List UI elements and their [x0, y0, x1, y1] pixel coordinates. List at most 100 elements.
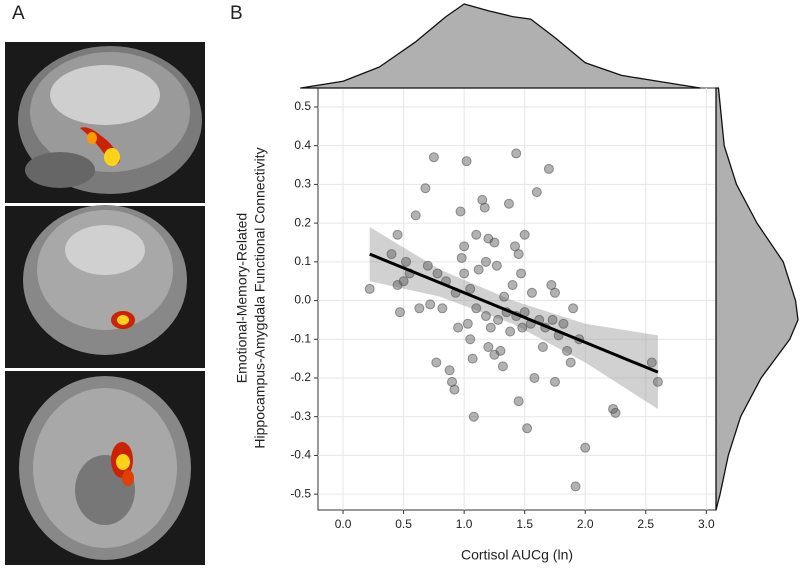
point: [493, 314, 504, 325]
x-tick-label: 2.0: [577, 517, 594, 531]
point: [491, 260, 502, 271]
point: [517, 322, 528, 333]
point: [562, 345, 573, 356]
point: [465, 283, 476, 294]
x-tick-label: 3.0: [698, 517, 715, 531]
point: [465, 334, 476, 345]
point: [558, 318, 569, 329]
point: [461, 156, 472, 167]
point: [428, 152, 439, 163]
point: [610, 407, 621, 418]
point: [432, 268, 443, 279]
point: [531, 187, 542, 198]
point: [513, 249, 524, 260]
point: [511, 148, 522, 159]
point: [507, 280, 518, 291]
point: [547, 314, 558, 325]
point: [456, 252, 467, 263]
y-tick-label: 0.1: [294, 254, 311, 268]
point: [364, 283, 375, 294]
y-axis-label-line: Emotional-Memory-Related: [234, 213, 250, 383]
point: [462, 318, 473, 329]
point: [455, 206, 466, 217]
point: [386, 249, 397, 260]
point: [453, 322, 464, 333]
point: [392, 229, 403, 240]
point: [480, 256, 491, 267]
point: [580, 442, 591, 453]
point: [394, 307, 405, 318]
point: [425, 299, 436, 310]
point: [437, 303, 448, 314]
point: [503, 198, 514, 209]
point: [459, 268, 470, 279]
y-tick-label: -0.4: [290, 448, 311, 462]
point: [410, 210, 421, 221]
y-tick-label: 0.2: [294, 215, 311, 229]
grid: [318, 88, 716, 510]
point: [447, 376, 458, 387]
point: [565, 357, 576, 368]
point: [477, 194, 488, 205]
y-tick-label: 0.3: [294, 177, 311, 191]
point: [543, 163, 554, 174]
brain-images: [5, 42, 205, 565]
point: [505, 326, 516, 337]
point: [519, 229, 530, 240]
point: [479, 202, 490, 213]
y-tick-label: -0.2: [290, 370, 311, 384]
point: [444, 365, 455, 376]
point: [471, 229, 482, 240]
point: [459, 241, 470, 252]
y-tick-label: -0.3: [290, 409, 311, 423]
x-tick-label: 2.5: [637, 517, 654, 531]
point: [516, 268, 527, 279]
y-tick-label: 0.0: [294, 293, 311, 307]
point: [526, 287, 537, 298]
point: [483, 342, 494, 353]
point: [401, 256, 412, 267]
y-tick-label: 0.5: [294, 99, 311, 113]
point: [398, 276, 409, 287]
point: [549, 376, 560, 387]
y-tick-label: 0.4: [294, 138, 311, 152]
point: [529, 372, 540, 383]
point: [449, 384, 460, 395]
point: [431, 357, 442, 368]
point: [652, 376, 663, 387]
regression-line: [369, 252, 659, 374]
point: [646, 357, 657, 368]
panel-label: A: [12, 3, 25, 24]
point: [513, 396, 524, 407]
point: [549, 287, 560, 298]
point: [499, 291, 510, 302]
x-axis-label: Cortisol AUCg (ln): [461, 547, 573, 563]
point: [568, 303, 579, 314]
x-tick-label: 1.0: [456, 517, 473, 531]
point: [471, 303, 482, 314]
panel-label: B: [230, 3, 243, 24]
y-tick-label: -0.5: [290, 486, 311, 500]
y-axis-label-line: Hippocampus-Amygdala Functional Connecti…: [252, 147, 268, 448]
point: [537, 342, 548, 353]
x-tick-label: 1.5: [516, 517, 533, 531]
point: [420, 183, 431, 194]
x-tick-label: 0.5: [395, 517, 412, 531]
point: [480, 311, 491, 322]
point: [414, 303, 425, 314]
y-axis-label: Emotional-Memory-Related Hippocampus-Amy…: [234, 147, 268, 448]
y-density: [715, 87, 799, 511]
point: [485, 322, 496, 333]
point: [473, 264, 484, 275]
point: [570, 481, 581, 492]
point: [467, 353, 478, 364]
point: [468, 411, 479, 422]
x-density: [300, 3, 701, 89]
point: [489, 237, 500, 248]
point: [422, 260, 433, 271]
y-tick-label: -0.1: [290, 331, 311, 345]
point: [522, 423, 533, 434]
x-tick-label: 0.0: [335, 517, 352, 531]
point: [495, 345, 506, 356]
